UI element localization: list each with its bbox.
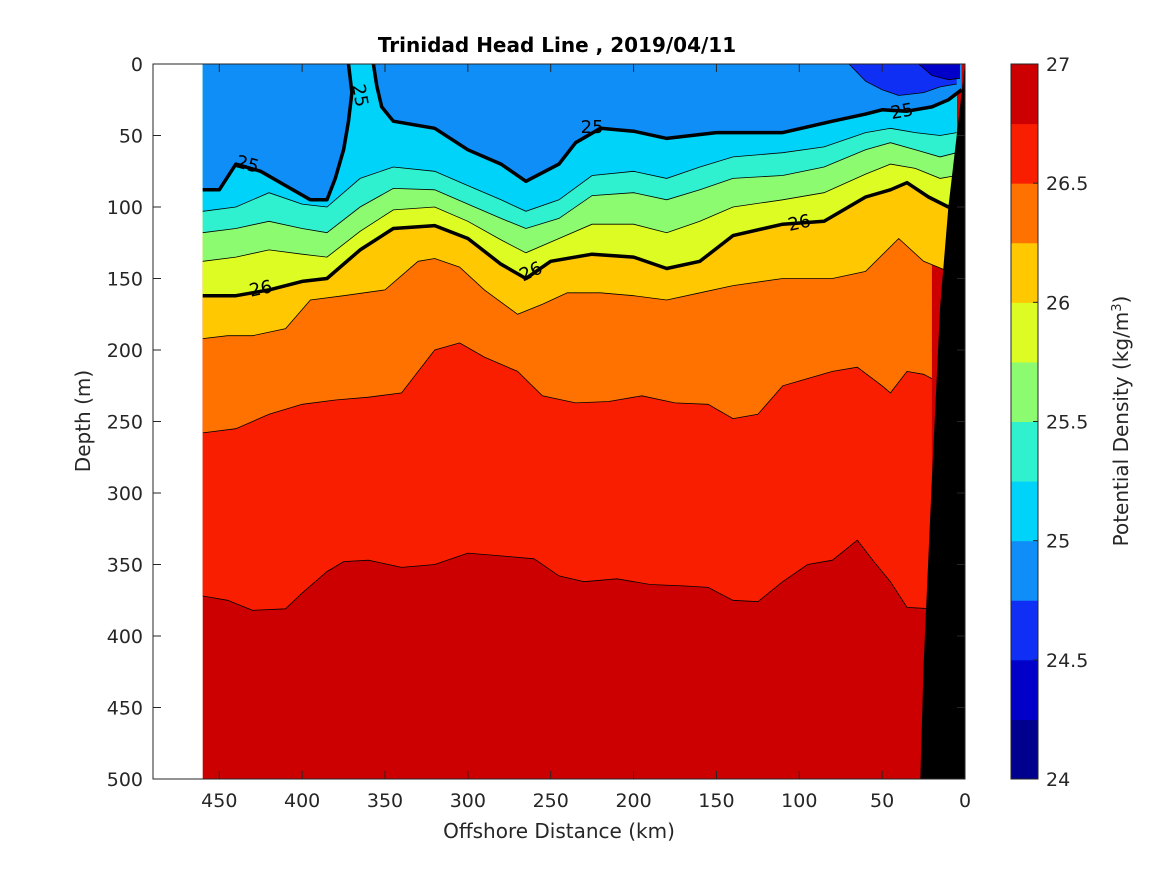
y-axis: 0 50 100 150 200 250 300 350 400 450 500 — [107, 54, 965, 791]
contour-line-26-25 — [202, 237, 949, 339]
y-tick-label: 500 — [107, 769, 143, 791]
contour-label-25-2: 25 — [581, 117, 604, 138]
y-tick-label: 400 — [107, 626, 143, 648]
x-tick-label: 350 — [367, 790, 403, 812]
colorbar-tick-label: 27 — [1046, 54, 1070, 76]
colorbar-band — [1011, 421, 1038, 482]
contour-label-26-4: 26 — [247, 276, 274, 301]
contour-label-text: 25 — [889, 99, 915, 124]
colorbar-title: Potential Density (kg/m3) — [1109, 296, 1133, 547]
colorbar-band — [1011, 719, 1038, 780]
colorbar-band — [1011, 64, 1038, 125]
y-tick-label: 450 — [107, 698, 143, 720]
x-tick-label: 300 — [450, 790, 486, 812]
contour-line-26-5 — [202, 342, 933, 434]
colorbar: 24 24.5 25 25.5 26 26.5 27 — [1010, 54, 1088, 791]
isopycnal-25-line — [371, 64, 963, 184]
colorbar-band — [1011, 302, 1038, 363]
colorbar-title-main: Potential Density (kg/m — [1109, 312, 1133, 547]
isopycnal-26-line — [202, 180, 958, 298]
density-layer-24-5 — [918, 64, 960, 80]
bathymetry-shelf — [920, 64, 965, 779]
contour-label-25-1: 25 — [347, 82, 372, 108]
density-fill-layers — [202, 64, 965, 779]
contour-line-26-75 — [202, 539, 932, 611]
colorbar-tick-label: 24 — [1046, 769, 1070, 791]
colorbar-band — [1011, 123, 1038, 184]
colorbar-tick-label: 26 — [1046, 292, 1070, 314]
colorbar-band — [1011, 183, 1038, 244]
colorbar-band — [1011, 540, 1038, 601]
contour-line-25-75 — [202, 163, 957, 262]
y-tick-label: 350 — [107, 555, 143, 577]
x-axis-title: Offshore Distance (km) — [443, 819, 675, 843]
x-tick-label: 450 — [201, 790, 237, 812]
contour-label-26-6: 26 — [786, 211, 813, 236]
x-tick-label: 250 — [533, 790, 569, 812]
bathymetry-layer — [920, 64, 965, 779]
y-tick-label: 200 — [107, 340, 143, 362]
contour-label-text: 26 — [247, 276, 274, 301]
x-tick-label: 150 — [698, 790, 734, 812]
labeled-isopycnal-lines — [202, 64, 963, 298]
contour-line-24-75 — [848, 64, 957, 96]
y-tick-label: 100 — [107, 197, 143, 219]
x-axis: 450 400 350 300 250 200 150 100 50 0 — [201, 64, 971, 812]
y-tick-label: 150 — [107, 269, 143, 291]
colorbar-tick-label: 26.5 — [1046, 173, 1088, 195]
x-tick-label: 100 — [781, 790, 817, 812]
colorbar-tick-label: 24.5 — [1046, 650, 1088, 672]
colorbar-band — [1011, 659, 1038, 720]
x-tick-label: 200 — [615, 790, 651, 812]
colorbar-band — [1011, 481, 1038, 542]
isopycnal-25-line — [202, 64, 354, 202]
colorbar-band — [1011, 242, 1038, 303]
x-tick-label: 0 — [959, 790, 971, 812]
y-tick-label: 0 — [131, 54, 143, 76]
contour-line-25-25 — [202, 127, 957, 212]
contour-label-text: 26 — [786, 211, 813, 236]
density-layer-25 — [202, 64, 962, 200]
colorbar-tick-label: 25 — [1046, 531, 1070, 553]
contour-lines — [202, 64, 961, 611]
x-tick-label: 400 — [284, 790, 320, 812]
contour-line-25-5 — [202, 142, 957, 234]
y-tick-label: 250 — [107, 412, 143, 434]
chart-title: Trinidad Head Line , 2019/04/11 — [378, 33, 736, 57]
contour-label-25-3: 25 — [889, 99, 915, 124]
colorbar-title-end: ) — [1109, 296, 1133, 304]
contour-label-text: 25 — [581, 117, 604, 138]
colorbar-tick-label: 25.5 — [1046, 412, 1088, 434]
colorbar-title-sup: 3 — [1110, 303, 1125, 311]
colorbar-band — [1011, 600, 1038, 661]
contour-label-text: 25 — [347, 82, 372, 108]
y-axis-title: Depth (m) — [71, 370, 95, 472]
colorbar-band — [1011, 361, 1038, 422]
contour-line-24-5 — [918, 64, 961, 81]
x-tick-label: 50 — [870, 790, 894, 812]
y-tick-label: 50 — [119, 126, 143, 148]
y-tick-label: 300 — [107, 483, 143, 505]
